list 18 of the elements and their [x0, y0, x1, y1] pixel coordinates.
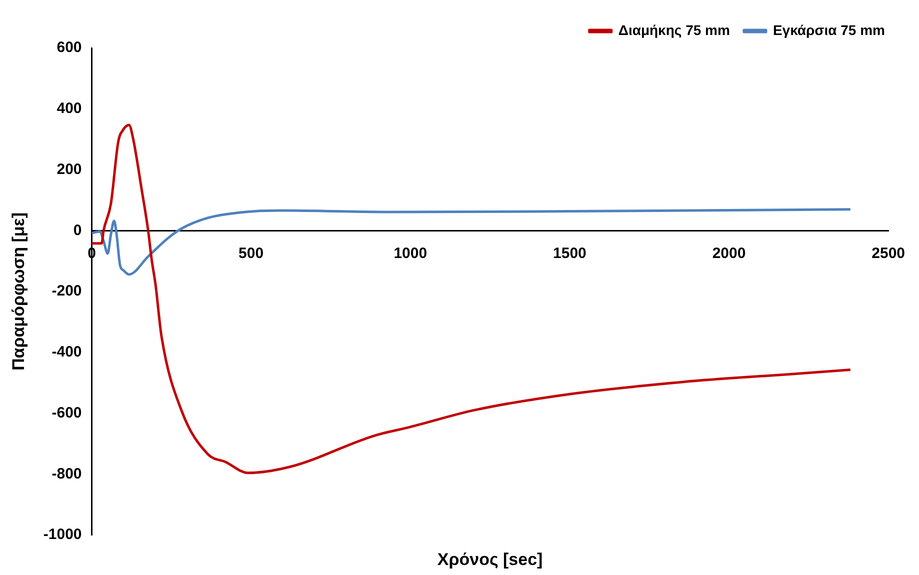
y-tick-label: 0 [73, 222, 82, 239]
legend-label: Εγκάρσια 75 mm [772, 22, 886, 38]
x-axis-title: Χρόνος [sec] [437, 550, 543, 570]
y-tick-label: -1000 [43, 526, 82, 544]
y-tick-label: -200 [52, 282, 82, 300]
x-tick-label: 1500 [553, 244, 586, 262]
x-tick-label: 2500 [872, 244, 906, 262]
y-tick-label: 400 [56, 100, 82, 118]
y-tick-label: 200 [56, 160, 82, 178]
y-tick-label: -800 [52, 465, 82, 482]
y-tick-label: -600 [52, 404, 82, 422]
x-tick-label: 1000 [394, 244, 428, 262]
x-tick-label: 2000 [712, 244, 746, 262]
y-axis-title: Παραμόρφωση [με] [8, 212, 28, 371]
legend-label: Διαμήκης 75 mm [618, 22, 730, 38]
y-tick-label: -400 [52, 344, 82, 361]
x-tick-label: 500 [238, 244, 264, 262]
y-tick-label: 600 [56, 39, 82, 56]
